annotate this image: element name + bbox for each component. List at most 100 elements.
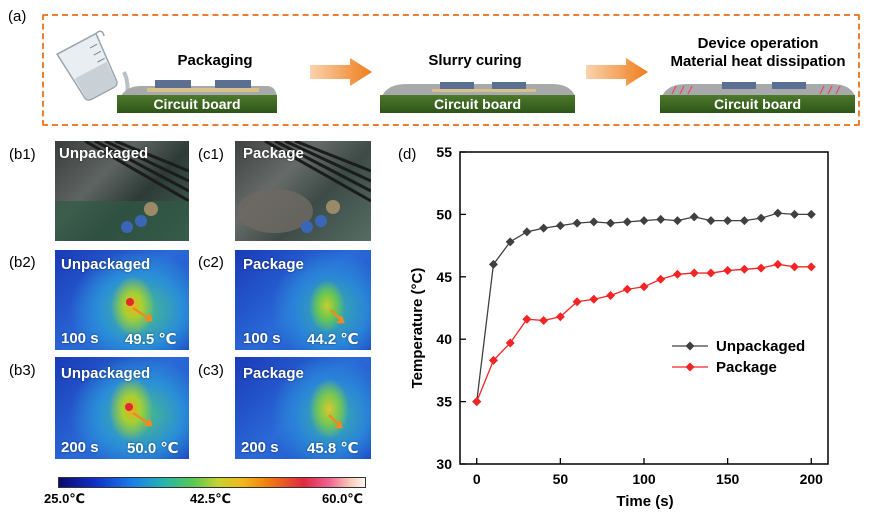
b3-temp: 50.0 ℃ — [127, 440, 179, 457]
x-tick-label: 200 — [800, 471, 824, 487]
c2-caption: Package — [243, 256, 304, 273]
data-point-package — [706, 268, 716, 278]
data-point-unpackaged — [572, 218, 582, 228]
data-point-unpackaged — [773, 208, 783, 218]
data-point-package — [622, 284, 632, 294]
y-tick-label: 45 — [436, 269, 452, 285]
thermal-image-b3: Unpackaged 200 s 50.0 ℃ — [55, 357, 189, 459]
packaged-board-photo: Package — [235, 141, 371, 241]
slurry-layer-2 — [382, 82, 575, 96]
y-tick-label: 40 — [436, 331, 452, 347]
data-point-package — [522, 314, 532, 324]
x-axis-label: Time (s) — [616, 493, 673, 510]
circuit-board-3: Circuit board — [660, 95, 855, 113]
data-point-package — [756, 263, 766, 273]
arrow-right-icon — [310, 58, 372, 86]
data-point-package — [539, 315, 549, 325]
data-point-unpackaged — [689, 212, 699, 222]
x-tick-label: 0 — [473, 471, 481, 487]
data-point-unpackaged — [639, 216, 649, 226]
plot-frame — [459, 151, 829, 465]
c1-caption: Package — [243, 145, 304, 162]
data-point-unpackaged — [606, 218, 616, 228]
temperature-colorbar — [58, 477, 366, 488]
beaker-pouring-icon — [56, 30, 130, 102]
panel-d-label: (d) — [398, 146, 417, 163]
colorbar-min-label: 25.0℃ — [44, 491, 86, 506]
data-point-unpackaged — [756, 213, 766, 223]
data-point-package — [639, 282, 649, 292]
panel-c3-label: (c3) — [198, 362, 224, 379]
b2-caption: Unpackaged — [61, 256, 151, 273]
process-flow-box — [42, 14, 860, 126]
data-point-unpackaged — [790, 209, 800, 219]
data-point-unpackaged — [555, 221, 565, 231]
panel-c1-label: (c1) — [198, 146, 224, 163]
x-tick-label: 150 — [716, 471, 740, 487]
data-point-package — [773, 259, 783, 269]
data-point-unpackaged — [706, 216, 716, 226]
data-point-unpackaged — [672, 216, 682, 226]
b2-time: 100 s — [61, 330, 99, 347]
y-tick-label: 35 — [436, 394, 452, 410]
data-point-unpackaged — [505, 237, 515, 247]
temperature-chart: 0 50 100 150 200 30 35 40 45 50 55 Unpackaged Packa… — [409, 144, 829, 510]
thermal-image-b2: Unpackaged 100 s 49.5 ℃ — [55, 250, 189, 350]
colorbar-max-label: 60.0℃ — [322, 491, 364, 506]
panel-a-label: (a) — [8, 8, 27, 25]
arrow-right-icon — [586, 58, 648, 86]
thermal-image-c2: Package 100 s 44.2 ℃ — [235, 250, 371, 350]
data-point-package — [572, 297, 582, 307]
circuit-board-2: Circuit board — [380, 95, 575, 113]
data-point-unpackaged — [739, 216, 749, 226]
data-point-unpackaged — [522, 227, 532, 237]
data-point-package — [739, 264, 749, 274]
data-point-package — [806, 262, 816, 272]
data-point-package — [672, 269, 682, 279]
colorbar-mid-label: 42.5℃ — [190, 491, 232, 506]
data-point-package — [606, 291, 616, 301]
c2-time: 100 s — [243, 330, 281, 347]
x-tick-label: 50 — [553, 471, 569, 487]
data-point-package — [723, 266, 733, 276]
data-point-unpackaged — [656, 214, 666, 224]
panel-b3-label: (b3) — [9, 362, 36, 379]
step-curing-title: Slurry curing — [428, 52, 522, 69]
legend-marker-package — [685, 362, 695, 372]
b2-temp: 49.5 ℃ — [125, 331, 177, 348]
data-point-package — [790, 262, 800, 272]
y-axis-label: Temperature (°C) — [409, 268, 426, 389]
y-tick-label: 55 — [436, 144, 452, 160]
data-point-package — [689, 268, 699, 278]
thermal-image-c3: Package 200 s 45.8 ℃ — [235, 357, 371, 459]
b3-caption: Unpackaged — [61, 365, 151, 382]
y-tick-label: 50 — [436, 206, 452, 222]
panel-c2-label: (c2) — [198, 254, 224, 271]
data-point-package — [472, 397, 482, 407]
c3-caption: Package — [243, 365, 304, 382]
step-packaging-title: Packaging — [177, 52, 253, 69]
data-point-unpackaged — [488, 259, 498, 269]
panel-b2-label: (b2) — [9, 254, 36, 271]
c3-temp: 45.8 ℃ — [307, 440, 359, 457]
data-point-package — [656, 274, 666, 284]
legend-label-package: Package — [716, 359, 777, 376]
data-point-package — [488, 355, 498, 365]
data-point-unpackaged — [589, 217, 599, 227]
b3-time: 200 s — [61, 439, 99, 456]
x-tick-label: 100 — [632, 471, 656, 487]
unpackaged-board-photo: Unpackaged — [55, 141, 189, 241]
b1-caption: Unpackaged — [59, 145, 149, 162]
slurry-layer-1 — [121, 80, 277, 96]
data-point-unpackaged — [539, 223, 549, 233]
slurry-layer-3 — [662, 82, 855, 96]
c2-temp: 44.2 ℃ — [307, 331, 359, 348]
data-point-package — [505, 338, 515, 348]
c3-time: 200 s — [241, 439, 279, 456]
legend-label-unpackaged: Unpackaged — [716, 338, 805, 355]
step-operation-title: Device operation Material heat dissipati… — [670, 35, 846, 70]
data-point-unpackaged — [806, 209, 816, 219]
data-point-package — [589, 294, 599, 304]
legend-marker-unpackaged — [685, 341, 695, 351]
data-point-unpackaged — [622, 217, 632, 227]
